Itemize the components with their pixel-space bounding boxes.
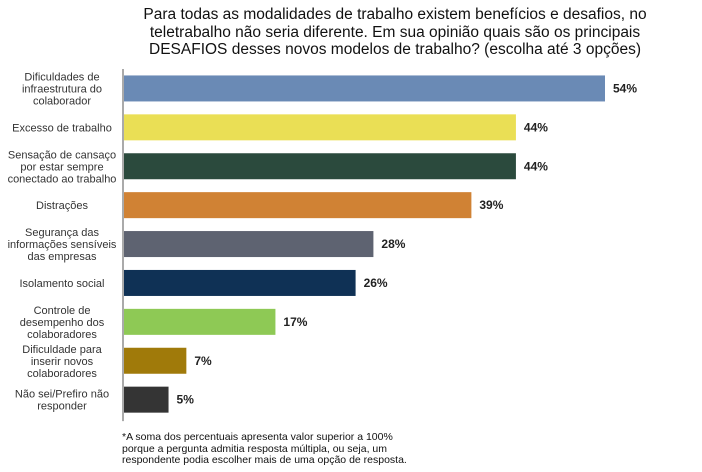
category-label-line: Excesso de trabalho [12,122,112,134]
footnote: *A soma dos percentuais apresenta valor … [122,431,542,467]
category-label: Isolamento social [20,278,105,290]
bar [124,153,516,180]
category-label-line: informações sensíveis [8,239,117,251]
category-label-line: Controle de [34,305,91,317]
category-label-line: colaboradores [27,368,97,380]
category-label: Excesso de trabalho [12,122,112,134]
bar-value-label: 44% [524,159,548,173]
category-label-line: das empresas [27,251,97,263]
category-label: Dificuldade para inserir novos colaborador… [22,344,102,380]
bar-value-label: 5% [177,393,195,407]
category-label: Controle de desempenho dos colaboradores [20,305,105,341]
bar-value-label: 39% [479,198,503,212]
category-label-line: Sensação de cansaço [8,149,116,161]
bar [124,114,516,141]
category-label-line: Distrações [36,200,88,212]
category-label-line: conectado ao trabalho [8,173,117,185]
category-label: Sensação de cansaço por estar sempre conec… [8,149,117,185]
footnote-line: porque a pergunta admitia resposta múlti… [122,442,387,455]
category-label-line: Segurança das [25,227,99,239]
chart-title: Para todas as modalidades de trabalho ex… [100,6,690,59]
bar [124,347,187,374]
footnote-line: respondente podia escolher mais de uma o… [122,454,407,466]
bar [124,192,472,219]
category-label-line: colaborador [33,95,91,107]
bar [124,231,374,258]
bar-value-label: 17% [283,315,307,329]
footnote-line: *A soma dos percentuais apresenta valor … [122,431,393,443]
category-label-line: responder [37,401,87,413]
category-label-line: Não sei/Prefiro não [15,389,109,401]
category-label-line: inserir novos [31,356,94,368]
bar-value-label: 7% [194,354,212,368]
chart-title-line: Para todas as modalidades de trabalho ex… [143,6,647,23]
category-label-line: desempenho dos [20,317,105,329]
bar [124,269,356,296]
category-label-line: Dificuldades de [24,71,99,83]
chart-title-line: teletrabalho não seria diferente. Em sua… [149,23,641,41]
chart-title-line: DESAFIOS desses novos modelos de trabalh… [149,41,641,58]
category-label: Distrações [36,200,88,212]
bar [124,308,276,335]
category-label-line: infraestrutura do [22,83,102,95]
bar-value-label: 54% [613,81,637,95]
bar-value-label: 26% [364,276,388,290]
bar-value-label: 44% [524,120,548,134]
bar-value-label: 28% [381,237,405,251]
bar [124,75,605,102]
bar [124,386,169,413]
category-label: Dificuldades de infraestrutura do colabora… [22,71,102,107]
category-label-line: Isolamento social [20,278,105,290]
category-label-line: Dificuldade para [22,344,102,356]
category-label: Segurança das informações sensíveis das em… [8,227,117,263]
category-label-line: por estar sempre [20,161,103,173]
category-label-line: colaboradores [27,329,97,341]
category-label: Não sei/Prefiro não responder [15,389,109,413]
